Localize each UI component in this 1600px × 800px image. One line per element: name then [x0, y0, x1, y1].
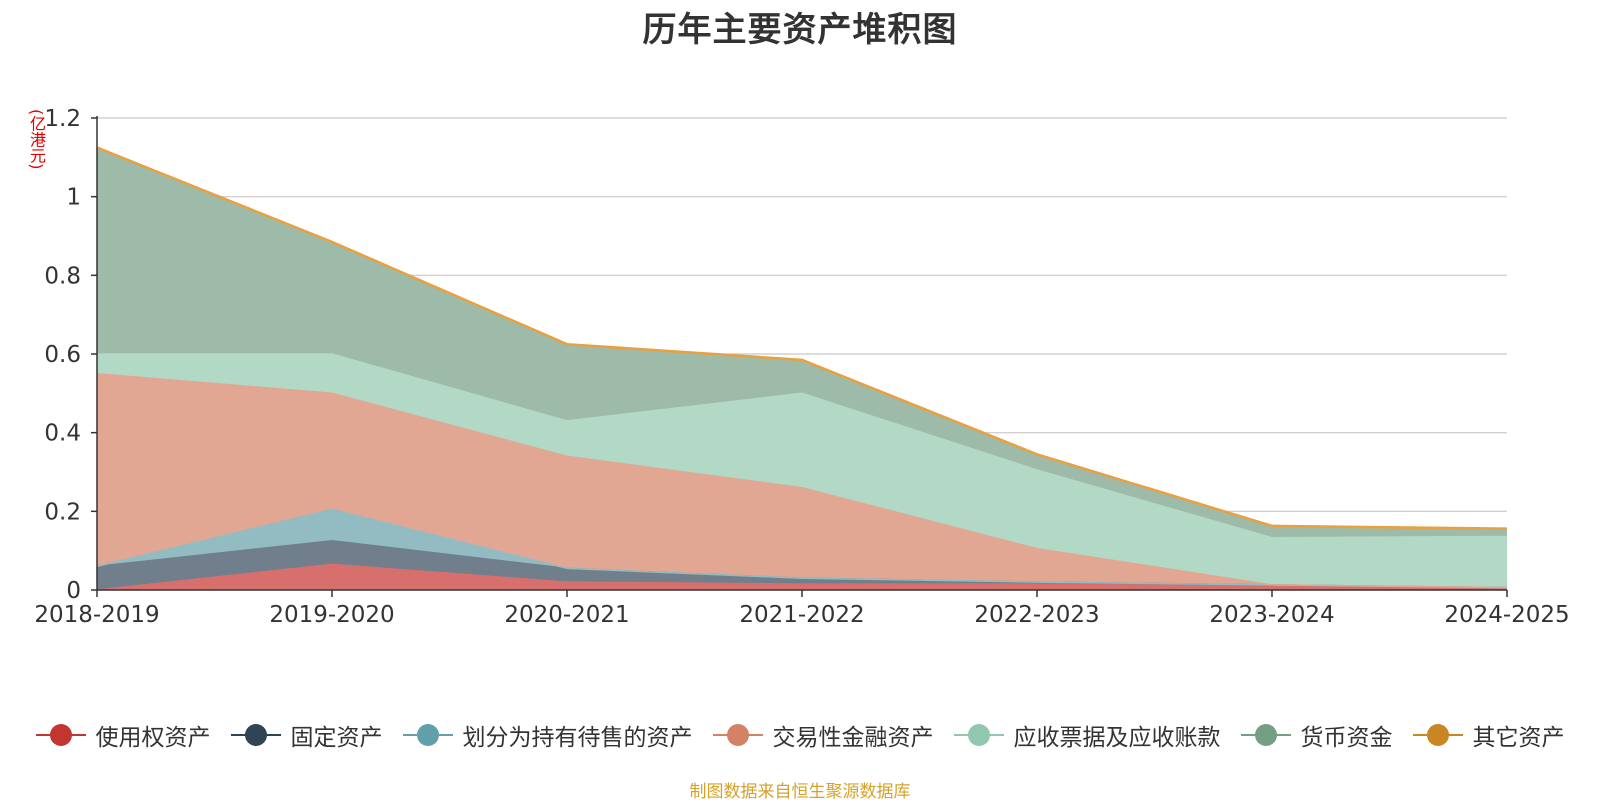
legend-marker-icon — [1412, 721, 1463, 749]
y-tick-label: 0.6 — [44, 342, 81, 368]
legend-dot — [1254, 724, 1277, 746]
area-series-5 — [97, 354, 1507, 588]
legend-dot — [244, 724, 267, 746]
x-tick-label: 2024-2025 — [1444, 602, 1569, 628]
legend-label: 应收票据及应收账款 — [1013, 725, 1221, 751]
legend-label: 固定资产 — [290, 725, 383, 751]
legend-marker-icon — [953, 721, 1004, 749]
legend-item[interactable]: 交易性金融资产 — [712, 718, 934, 752]
y-axis-unit-label: (亿港元) — [27, 108, 46, 170]
legend: 使用权资产 固定资产 划分为持有待售的资产 交易性金融资产 应收票据及应收账款 货币资金 其… — [0, 718, 1600, 752]
y-tick-label: 0.8 — [44, 263, 81, 289]
legend-item[interactable]: 应收票据及应收账款 — [953, 718, 1221, 752]
line-series-top — [96, 146, 1508, 530]
legend-label: 货币资金 — [1300, 725, 1393, 751]
legend-marker-icon — [712, 721, 763, 749]
legend-marker-icon — [230, 721, 281, 749]
area-series-6 — [97, 149, 1507, 538]
x-tick-label: 2021-2022 — [739, 602, 864, 628]
line-series-1 — [96, 563, 1508, 591]
x-tick-label: 2023-2024 — [1209, 602, 1334, 628]
x-tick-label: 2018-2019 — [34, 602, 159, 628]
y-tick-label: 0.2 — [44, 499, 81, 525]
area-series-4 — [97, 373, 1507, 588]
line-series-5 — [97, 353, 1508, 539]
legend-dot — [49, 724, 72, 746]
legend-label: 其它资产 — [1472, 725, 1565, 751]
legend-item[interactable]: 使用权资产 — [35, 718, 211, 752]
x-tick-label: 2022-2023 — [974, 602, 1099, 628]
area-series-2 — [97, 540, 1507, 590]
area-series-1 — [97, 564, 1507, 590]
line-series-6 — [96, 148, 1508, 532]
legend-dot — [1426, 724, 1449, 746]
legend-item[interactable]: 货币资金 — [1240, 718, 1393, 752]
legend-marker-icon — [1240, 721, 1291, 749]
line-series-4 — [96, 372, 1508, 589]
legend-marker-icon — [402, 721, 453, 749]
y-tick-label: 0 — [66, 578, 81, 604]
legend-item[interactable]: 划分为持有待售的资产 — [402, 718, 693, 752]
y-tick-label: 1.2 — [44, 106, 81, 132]
y-tick-label: 0.4 — [44, 421, 81, 447]
legend-item[interactable]: 固定资产 — [230, 718, 383, 752]
y-tick-label: 1 — [66, 185, 81, 211]
legend-label: 交易性金融资产 — [772, 725, 934, 751]
chart-title: 历年主要资产堆积图 — [642, 10, 958, 50]
legend-item[interactable]: 其它资产 — [1412, 718, 1565, 752]
legend-label: 使用权资产 — [95, 725, 211, 751]
legend-dot — [726, 724, 749, 746]
source-note: 制图数据来自恒生聚源数据库 — [689, 782, 911, 800]
legend-label: 划分为持有待售的资产 — [462, 725, 693, 751]
legend-dot — [967, 724, 990, 746]
legend-marker-icon — [35, 721, 86, 749]
x-tick-label: 2020-2021 — [504, 602, 629, 628]
x-tick-label: 2019-2020 — [269, 602, 394, 628]
legend-dot — [416, 724, 439, 746]
